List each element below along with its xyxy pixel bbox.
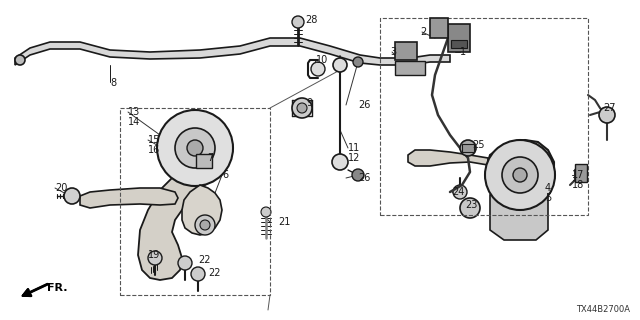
Circle shape xyxy=(332,154,348,170)
Text: 2: 2 xyxy=(420,27,426,37)
Text: FR.: FR. xyxy=(47,283,67,293)
Polygon shape xyxy=(138,175,208,280)
Text: 27: 27 xyxy=(603,103,616,113)
Circle shape xyxy=(599,107,615,123)
Bar xyxy=(448,24,470,52)
Circle shape xyxy=(453,185,467,199)
Circle shape xyxy=(292,98,312,118)
Circle shape xyxy=(187,140,203,156)
Text: 15: 15 xyxy=(148,135,161,145)
Circle shape xyxy=(148,251,162,265)
Bar xyxy=(462,144,474,152)
Text: 10: 10 xyxy=(316,55,328,65)
Text: 16: 16 xyxy=(148,145,160,155)
Circle shape xyxy=(297,103,307,113)
Text: 1: 1 xyxy=(460,47,466,57)
Text: 26: 26 xyxy=(358,100,371,110)
Bar xyxy=(196,154,212,168)
Circle shape xyxy=(333,58,347,72)
Text: TX44B2700A: TX44B2700A xyxy=(576,305,630,314)
Text: 20: 20 xyxy=(55,183,67,193)
Text: 11: 11 xyxy=(348,143,360,153)
Circle shape xyxy=(485,140,555,210)
Circle shape xyxy=(64,188,80,204)
Text: 13: 13 xyxy=(128,107,140,117)
Text: 26: 26 xyxy=(358,173,371,183)
Circle shape xyxy=(195,215,215,235)
Text: 21: 21 xyxy=(278,217,291,227)
Text: 5: 5 xyxy=(545,193,551,203)
Circle shape xyxy=(191,267,205,281)
Circle shape xyxy=(178,256,192,270)
Bar xyxy=(395,42,417,60)
Circle shape xyxy=(311,62,325,76)
Bar xyxy=(395,61,425,75)
Bar xyxy=(380,18,588,215)
Polygon shape xyxy=(182,185,222,235)
Text: 18: 18 xyxy=(572,180,584,190)
Circle shape xyxy=(261,207,271,217)
Bar xyxy=(120,108,270,295)
Text: 25: 25 xyxy=(472,140,484,150)
Polygon shape xyxy=(488,140,554,208)
Circle shape xyxy=(502,157,538,193)
Text: 22: 22 xyxy=(208,268,221,278)
Text: 23: 23 xyxy=(465,200,477,210)
Text: 8: 8 xyxy=(110,78,116,88)
Circle shape xyxy=(157,110,233,186)
Bar xyxy=(430,18,448,38)
Circle shape xyxy=(175,128,215,168)
Text: 28: 28 xyxy=(305,15,317,25)
Text: 14: 14 xyxy=(128,117,140,127)
Circle shape xyxy=(15,55,25,65)
Text: 24: 24 xyxy=(452,187,465,197)
Text: 17: 17 xyxy=(572,170,584,180)
Circle shape xyxy=(292,16,304,28)
Text: 22: 22 xyxy=(198,255,211,265)
Circle shape xyxy=(353,57,363,67)
Circle shape xyxy=(460,140,476,156)
Text: 3: 3 xyxy=(390,47,396,57)
Bar xyxy=(451,40,467,48)
Text: 4: 4 xyxy=(545,183,551,193)
Polygon shape xyxy=(490,195,548,240)
Circle shape xyxy=(460,198,480,218)
Circle shape xyxy=(352,169,364,181)
Circle shape xyxy=(513,168,527,182)
Polygon shape xyxy=(408,150,488,166)
Polygon shape xyxy=(15,38,450,65)
Text: 12: 12 xyxy=(348,153,360,163)
Text: 19: 19 xyxy=(148,250,160,260)
Polygon shape xyxy=(80,188,178,208)
Circle shape xyxy=(200,220,210,230)
Text: 7: 7 xyxy=(207,153,213,163)
Text: 6: 6 xyxy=(222,170,228,180)
Bar xyxy=(575,164,587,182)
Text: 9: 9 xyxy=(306,98,312,108)
